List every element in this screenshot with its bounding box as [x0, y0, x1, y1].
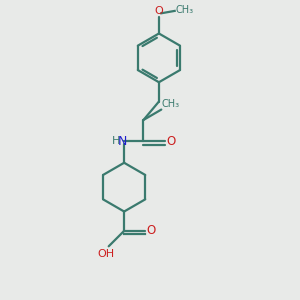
Text: CH₃: CH₃	[162, 99, 180, 109]
Text: N: N	[117, 135, 127, 148]
Text: OH: OH	[98, 249, 115, 259]
Text: CH₃: CH₃	[176, 5, 194, 15]
Text: H: H	[112, 136, 120, 146]
Text: O: O	[147, 224, 156, 237]
Text: O: O	[167, 135, 176, 148]
Text: O: O	[154, 6, 163, 16]
